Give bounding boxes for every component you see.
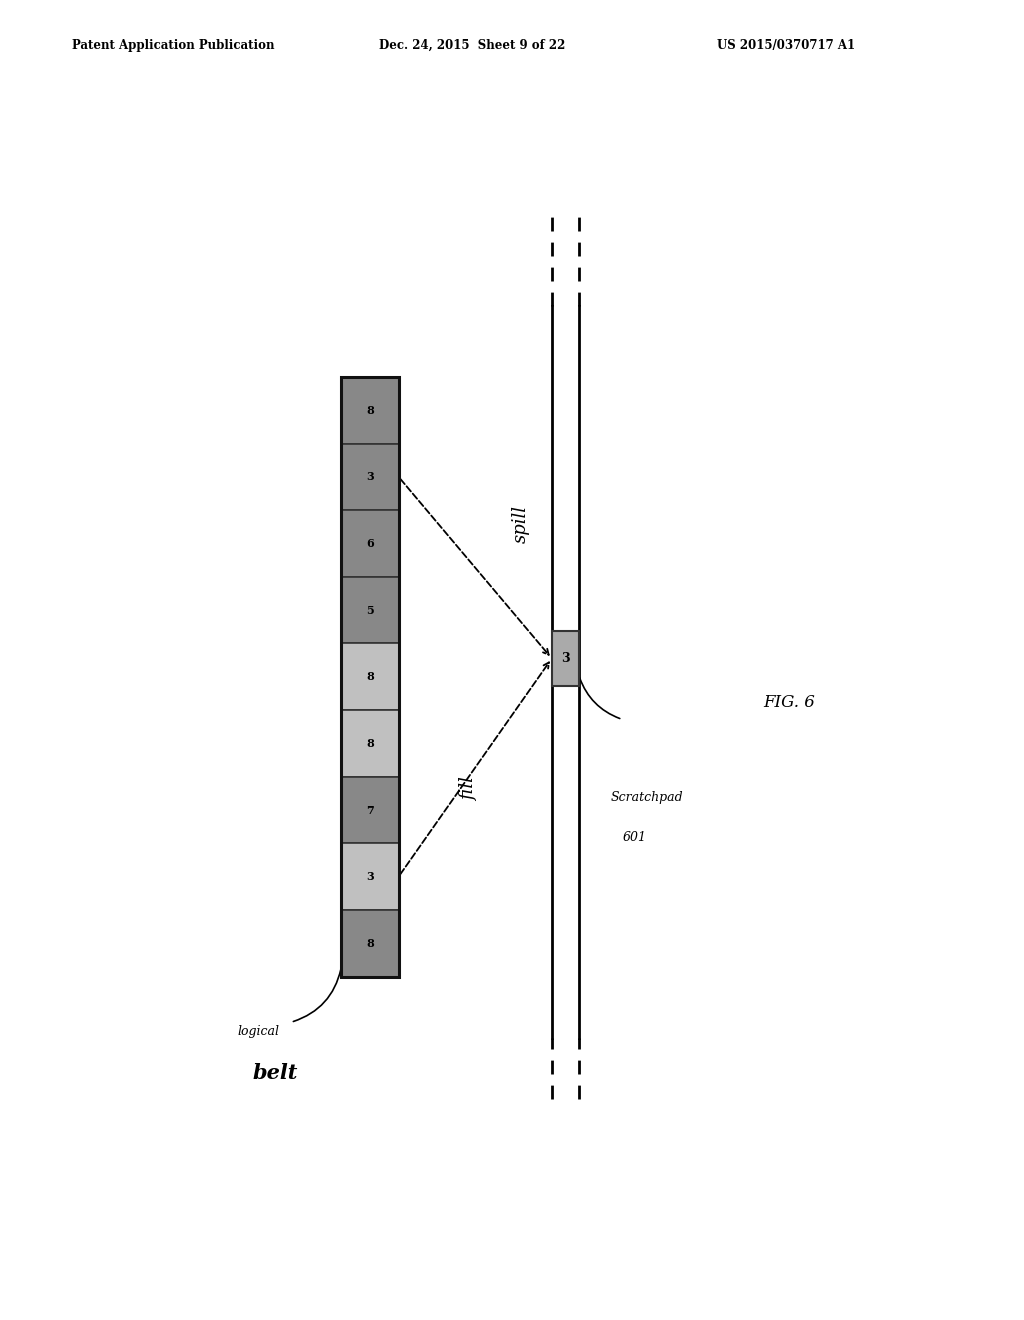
Text: 6: 6 xyxy=(367,539,374,549)
Text: Dec. 24, 2015  Sheet 9 of 22: Dec. 24, 2015 Sheet 9 of 22 xyxy=(379,38,565,51)
Text: belt: belt xyxy=(252,1063,298,1082)
Text: 3: 3 xyxy=(367,471,374,482)
Text: 3: 3 xyxy=(561,652,569,665)
Bar xyxy=(341,776,398,843)
Text: 7: 7 xyxy=(367,804,374,816)
Text: 8: 8 xyxy=(367,672,374,682)
Text: US 2015/0370717 A1: US 2015/0370717 A1 xyxy=(717,38,855,51)
Text: 3: 3 xyxy=(367,871,374,882)
Bar xyxy=(341,577,398,643)
Text: Patent Application Publication: Patent Application Publication xyxy=(72,38,274,51)
Bar xyxy=(341,511,398,577)
Text: fill: fill xyxy=(460,776,478,800)
Bar xyxy=(341,378,398,444)
Text: 8: 8 xyxy=(367,738,374,748)
Bar xyxy=(341,378,398,977)
Bar xyxy=(341,643,398,710)
Bar xyxy=(552,631,579,686)
Bar xyxy=(341,710,398,776)
Text: 8: 8 xyxy=(367,405,374,416)
Text: 8: 8 xyxy=(367,937,374,949)
Bar xyxy=(341,843,398,909)
Text: FIG. 6: FIG. 6 xyxy=(763,694,815,711)
Text: 601: 601 xyxy=(623,832,646,845)
Text: 5: 5 xyxy=(367,605,374,615)
Bar xyxy=(341,444,398,511)
Bar xyxy=(341,909,398,977)
Text: spill: spill xyxy=(512,506,529,544)
Text: logical: logical xyxy=(238,1024,280,1038)
Text: Scratchpad: Scratchpad xyxy=(610,791,683,804)
